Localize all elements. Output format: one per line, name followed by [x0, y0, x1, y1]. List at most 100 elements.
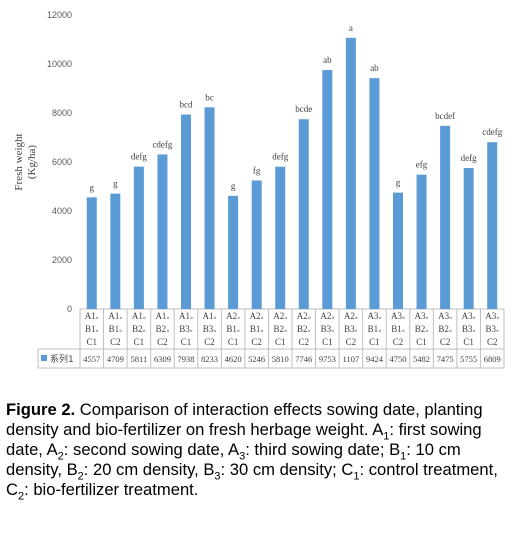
- bar: [463, 168, 474, 309]
- category-label-part: B1: [226, 324, 237, 334]
- category-label-suffix: «: [190, 328, 193, 334]
- category-label: B1«: [391, 324, 405, 334]
- category-label: A1«: [179, 311, 193, 321]
- category-label-part: B2: [297, 324, 308, 334]
- category-label-part: A2: [226, 311, 237, 321]
- table-value: 6809: [484, 354, 501, 364]
- legend-swatch: [41, 355, 47, 361]
- category-label: B1«: [250, 324, 264, 334]
- y-tick-label: 8000: [52, 108, 72, 118]
- category-label-part: C2: [346, 337, 357, 347]
- bar: [251, 180, 262, 309]
- category-label-part: C1: [416, 337, 427, 347]
- caption-text: : second sowing date, A: [63, 440, 240, 459]
- y-tick-label: 6000: [52, 157, 72, 167]
- category-label: C1: [275, 337, 286, 347]
- category-label: C1: [463, 337, 474, 347]
- bar: [204, 107, 215, 309]
- category-label-part: B3: [321, 324, 332, 334]
- category-label: B3«: [203, 324, 217, 334]
- category-label-part: A3: [485, 311, 496, 321]
- significance-label: cdefg: [482, 127, 502, 137]
- y-tick-label: 2000: [52, 255, 72, 265]
- category-label-part: A2: [320, 311, 331, 321]
- category-label-suffix: «: [119, 328, 122, 334]
- category-label: B2«: [438, 324, 452, 334]
- category-label-part: C1: [134, 337, 145, 347]
- category-label-part: B2: [132, 324, 143, 334]
- caption-text: : first sowing date, A: [6, 420, 482, 459]
- category-label-suffix: «: [214, 315, 217, 321]
- category-label-suffix: «: [472, 328, 475, 334]
- category-label: B3«: [179, 324, 193, 334]
- category-label: C2: [251, 337, 262, 347]
- category-label-suffix: «: [425, 328, 428, 334]
- significance-label: g: [231, 181, 236, 191]
- table-value: 8233: [201, 354, 218, 364]
- category-label-suffix: «: [496, 315, 499, 321]
- table-value: 7746: [295, 354, 312, 364]
- category-label-part: B1: [368, 324, 379, 334]
- category-label-suffix: «: [213, 328, 216, 334]
- category-label: B3«: [485, 324, 499, 334]
- significance-label: g: [113, 179, 118, 189]
- category-label: C2: [204, 337, 215, 347]
- category-label-part: B2: [273, 324, 284, 334]
- category-label: A1«: [108, 311, 122, 321]
- category-label-suffix: «: [402, 328, 405, 334]
- category-label-part: C1: [275, 337, 286, 347]
- category-label-part: A3: [367, 311, 378, 321]
- category-label-suffix: «: [378, 328, 381, 334]
- bar: [298, 119, 309, 310]
- category-label: C1: [416, 337, 427, 347]
- category-label-part: B3: [344, 324, 355, 334]
- caption-text: Comparison of interaction effects sowing…: [6, 400, 483, 439]
- category-label-suffix: «: [237, 315, 240, 321]
- category-label-part: B1: [85, 324, 96, 334]
- significance-label: defg: [272, 152, 288, 162]
- category-label-suffix: «: [402, 315, 405, 321]
- caption-subscript: 1: [383, 430, 390, 443]
- table-value: 4557: [83, 354, 100, 364]
- category-label-part: C2: [110, 337, 121, 347]
- significance-label: defg: [131, 152, 147, 162]
- significance-label: efg: [416, 160, 428, 170]
- category-label: A3«: [391, 311, 405, 321]
- category-label-part: A3: [462, 311, 473, 321]
- caption-subscript: 1: [353, 470, 360, 483]
- bar: [487, 142, 498, 309]
- category-label: A1«: [155, 311, 169, 321]
- y-tick-label: 12000: [47, 10, 72, 20]
- category-label: B2«: [132, 324, 146, 334]
- caption-subscript: 2: [17, 490, 25, 503]
- category-label-part: A2: [344, 311, 355, 321]
- category-label-part: A3: [391, 311, 402, 321]
- category-label: B1«: [85, 324, 99, 334]
- table-value: 9424: [366, 354, 384, 364]
- y-tick-label: 0: [67, 304, 72, 314]
- category-label-suffix: «: [378, 315, 381, 321]
- category-label-part: B2: [415, 324, 426, 334]
- category-label-suffix: «: [496, 328, 499, 334]
- table-value: 7938: [178, 354, 195, 364]
- category-label: B3«: [344, 324, 358, 334]
- category-label-part: A2: [250, 311, 261, 321]
- category-label-suffix: «: [331, 328, 334, 334]
- category-label-part: B1: [109, 324, 120, 334]
- category-label-suffix: «: [284, 315, 287, 321]
- category-label-suffix: «: [143, 328, 146, 334]
- significance-label: ab: [370, 63, 379, 73]
- category-label-part: C1: [228, 337, 239, 347]
- table-value: 7475: [437, 354, 454, 364]
- category-label-part: C1: [322, 337, 333, 347]
- category-label: C2: [299, 337, 310, 347]
- category-label-suffix: «: [96, 315, 99, 321]
- category-label: C2: [487, 337, 498, 347]
- significance-label: fg: [253, 165, 261, 175]
- category-label-part: A1: [155, 311, 166, 321]
- category-label-suffix: «: [143, 315, 146, 321]
- caption-text: : 30 cm density; C: [220, 460, 354, 479]
- bar: [345, 37, 356, 309]
- bar: [369, 78, 380, 309]
